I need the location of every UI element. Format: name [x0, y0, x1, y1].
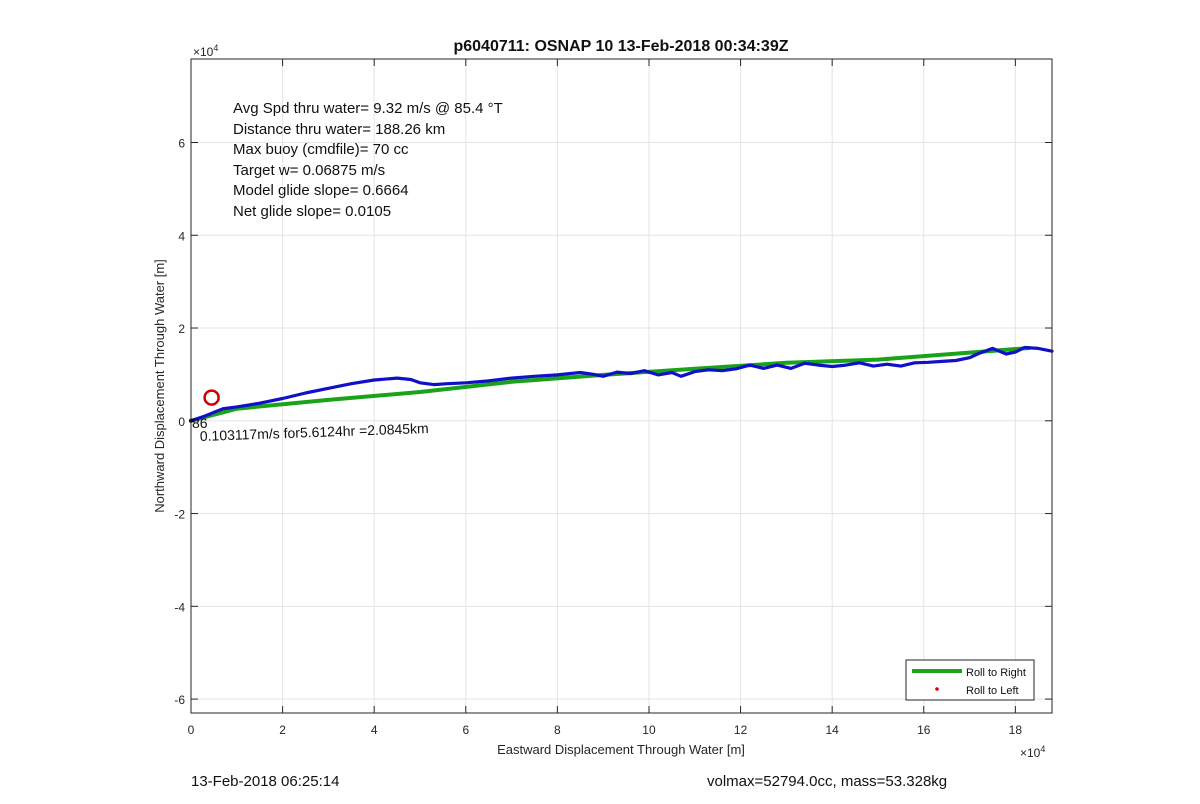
- series-lines: [189, 345, 1054, 423]
- legend-left-label: Roll to Left: [966, 685, 1019, 697]
- annotation-block: Avg Spd thru water= 9.32 m/s @ 85.4 °T D…: [233, 100, 503, 220]
- x-exponent-label: ×104: [1020, 744, 1045, 760]
- y-tick-label: 2: [178, 322, 185, 336]
- start-circle-marker: [203, 389, 220, 406]
- x-axis-label: Eastward Displacement Through Water [m]: [497, 742, 745, 757]
- y-tick-label: 4: [178, 229, 185, 243]
- y-tick-label: 0: [178, 415, 185, 429]
- chart-title: p6040711: OSNAP 10 13-Feb-2018 00:34:39Z: [453, 38, 788, 55]
- y-tick-label: -6: [174, 693, 185, 707]
- x-tick-label: 0: [188, 723, 195, 737]
- annotation-model-glide: Model glide slope= 0.6664: [233, 182, 409, 199]
- x-tick-label: 10: [642, 723, 656, 737]
- x-axis-ticks: 0 2 4 6 8 10 12 14 16 18: [188, 59, 1023, 737]
- x-tick-label: 14: [825, 723, 839, 737]
- y-tick-label: -4: [174, 600, 185, 614]
- x-tick-label: 12: [734, 723, 748, 737]
- x-tick-label: 2: [279, 723, 286, 737]
- series-line-blue: [189, 345, 1054, 423]
- legend-left-swatch: [935, 687, 939, 691]
- footer-timestamp: 13-Feb-2018 06:25:14: [191, 773, 340, 790]
- y-tick-label: -2: [174, 508, 185, 522]
- annotation-avg-speed: Avg Spd thru water= 9.32 m/s @ 85.4 °T: [233, 100, 503, 117]
- legend: Roll to Right Roll to Left: [905, 659, 1035, 701]
- y-tick-label: 6: [178, 136, 185, 150]
- annotation-target-w: Target w= 0.06875 m/s: [233, 162, 385, 179]
- y-exponent-power: 4: [213, 43, 218, 53]
- footer-volmax-mass: volmax=52794.0cc, mass=53.328kg: [707, 773, 948, 790]
- plot-frame: [190, 58, 1053, 714]
- x-tick-label: 4: [371, 723, 378, 737]
- x-tick-label: 6: [462, 723, 469, 737]
- x-tick-label: 8: [554, 723, 561, 737]
- annotation-net-glide: Net glide slope= 0.0105: [233, 203, 391, 220]
- current-label: 0.103117m/s for5.6124hr =2.0845km: [200, 420, 429, 444]
- x-tick-label: 18: [1009, 723, 1023, 737]
- overlap-label: 86: [192, 415, 208, 431]
- x-exponent-power: 4: [1040, 744, 1045, 754]
- y-axis-label: Northward Displacement Through Water [m]: [152, 259, 167, 513]
- annotation-distance: Distance thru water= 188.26 km: [233, 121, 445, 138]
- x-tick-label: 16: [917, 723, 931, 737]
- legend-right-label: Roll to Right: [966, 667, 1026, 679]
- legend-box: [905, 659, 1035, 701]
- y-axis-ticks: -6 -4 -2 0 2 4 6: [174, 136, 1052, 707]
- y-exponent-label: ×104: [193, 43, 218, 59]
- annotation-max-buoy: Max buoy (cmdfile)= 70 cc: [233, 141, 409, 158]
